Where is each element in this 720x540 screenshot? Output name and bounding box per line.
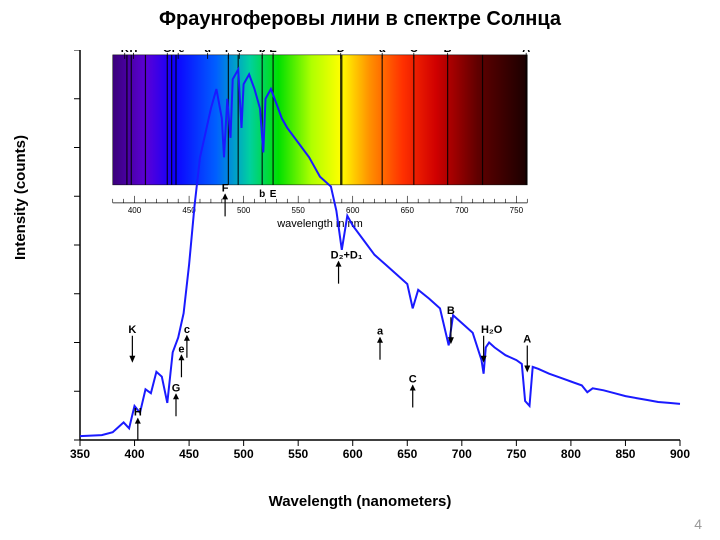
svg-text:600: 600: [346, 206, 360, 215]
svg-text:650: 650: [397, 447, 417, 461]
svg-text:B: B: [447, 305, 455, 317]
svg-text:700: 700: [455, 206, 469, 215]
svg-text:e: e: [178, 343, 184, 355]
svg-text:G: G: [172, 382, 181, 394]
svg-text:550: 550: [292, 206, 306, 215]
svg-text:F: F: [222, 182, 229, 194]
svg-text:c: c: [184, 324, 190, 336]
svg-text:a: a: [379, 50, 386, 55]
svg-text:850: 850: [615, 447, 635, 461]
svg-text:500: 500: [234, 447, 254, 461]
chart-svg: 3504004505005506006507007508008509000500…: [70, 50, 690, 470]
svg-text:b: b: [259, 189, 265, 200]
svg-text:400: 400: [128, 206, 142, 215]
svg-text:750: 750: [506, 447, 526, 461]
svg-text:H: H: [134, 407, 142, 419]
svg-text:750: 750: [510, 206, 524, 215]
svg-text:A: A: [523, 334, 531, 346]
y-axis-label: Intensity (counts): [12, 135, 29, 260]
svg-text:a: a: [377, 326, 384, 338]
chart-area: 3504004505005506006507007508008509000500…: [70, 50, 690, 470]
svg-text:500: 500: [237, 206, 251, 215]
svg-text:D₂+D₁: D₂+D₁: [331, 250, 363, 262]
svg-text:600: 600: [343, 447, 363, 461]
svg-text:550: 550: [288, 447, 308, 461]
svg-text:K: K: [128, 324, 136, 336]
svg-text:E: E: [270, 189, 277, 200]
svg-text:650: 650: [401, 206, 415, 215]
svg-text:H₂O: H₂O: [481, 324, 503, 336]
svg-text:700: 700: [452, 447, 472, 461]
svg-text:350: 350: [70, 447, 90, 461]
chart-title: Фраунгоферовы лини в спектре Солнца: [0, 0, 720, 31]
x-axis-label: Wavelength (nanometers): [0, 493, 720, 510]
svg-text:400: 400: [125, 447, 145, 461]
svg-text:450: 450: [179, 447, 199, 461]
svg-text:800: 800: [561, 447, 581, 461]
svg-text:C: C: [409, 373, 417, 385]
page-number: 4: [694, 516, 702, 532]
svg-text:900: 900: [670, 447, 690, 461]
